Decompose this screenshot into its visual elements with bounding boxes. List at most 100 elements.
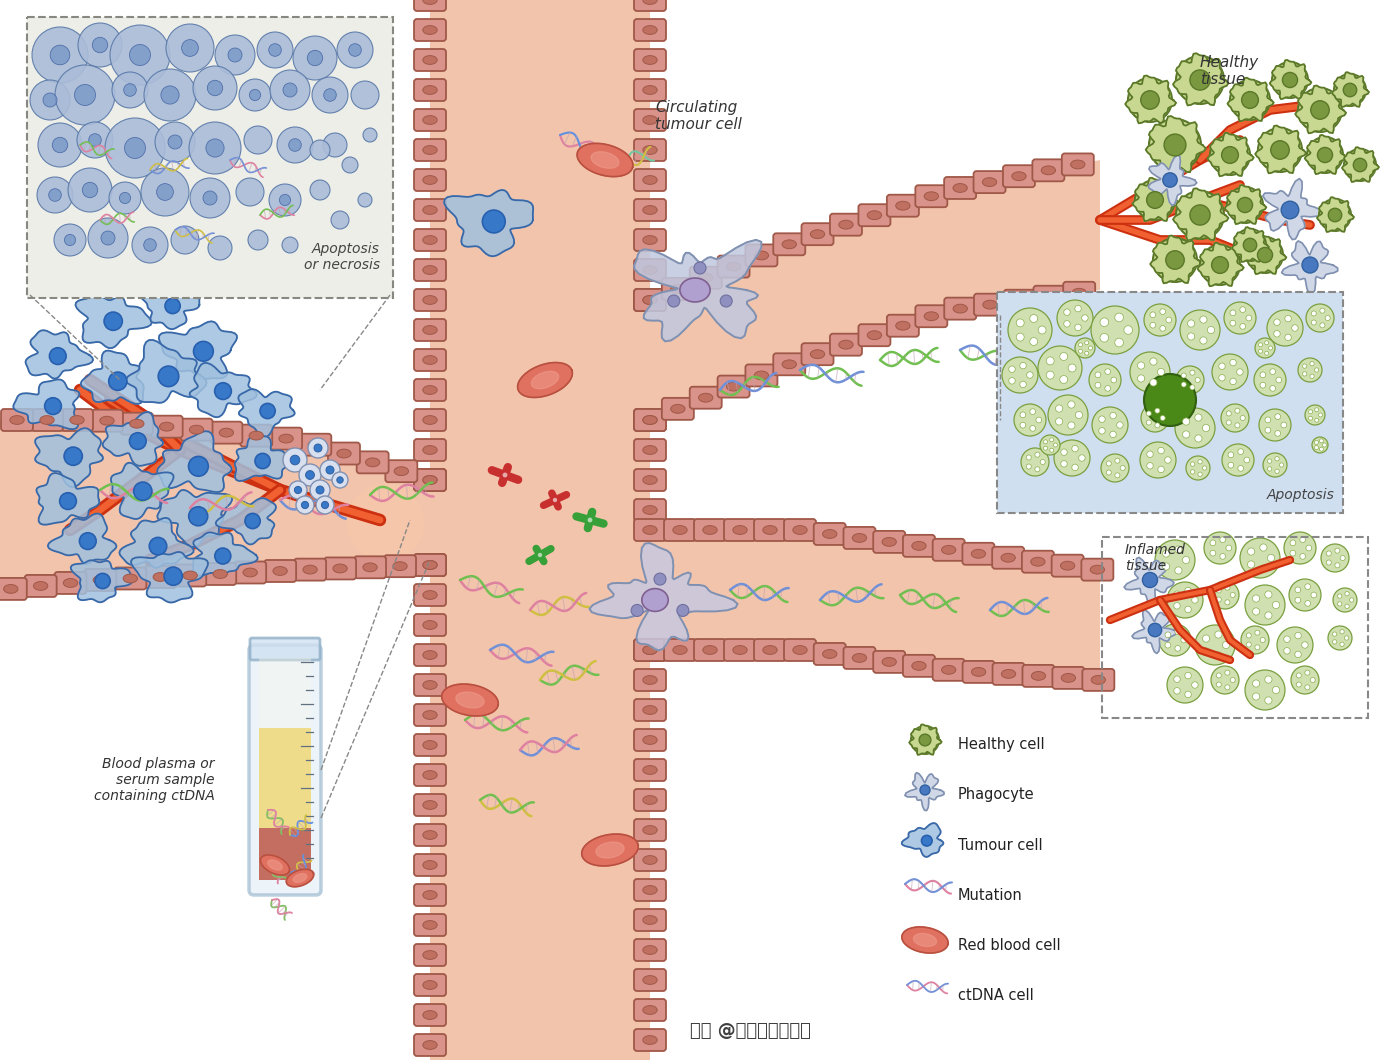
FancyBboxPatch shape — [887, 315, 919, 337]
Circle shape — [357, 193, 373, 207]
Ellipse shape — [248, 431, 264, 440]
Ellipse shape — [972, 668, 985, 676]
FancyBboxPatch shape — [843, 527, 875, 549]
FancyBboxPatch shape — [753, 639, 787, 661]
Circle shape — [1294, 597, 1301, 603]
Ellipse shape — [1042, 166, 1056, 175]
FancyBboxPatch shape — [802, 343, 834, 365]
Circle shape — [1239, 306, 1246, 313]
Circle shape — [1344, 149, 1376, 181]
FancyBboxPatch shape — [1032, 159, 1064, 181]
Polygon shape — [1332, 72, 1369, 107]
Circle shape — [1216, 588, 1221, 593]
Circle shape — [1027, 464, 1031, 469]
Ellipse shape — [983, 300, 998, 310]
Text: Tumour cell: Tumour cell — [958, 837, 1043, 852]
Ellipse shape — [671, 284, 684, 294]
Circle shape — [1050, 448, 1054, 453]
Ellipse shape — [422, 741, 437, 749]
FancyBboxPatch shape — [264, 560, 297, 582]
Ellipse shape — [422, 266, 437, 275]
Circle shape — [1225, 585, 1230, 590]
Polygon shape — [1173, 189, 1228, 241]
Circle shape — [1085, 351, 1089, 355]
FancyBboxPatch shape — [61, 409, 92, 431]
Circle shape — [1272, 687, 1279, 693]
Ellipse shape — [643, 206, 657, 214]
Circle shape — [342, 157, 357, 173]
Polygon shape — [235, 436, 290, 481]
FancyBboxPatch shape — [1003, 289, 1036, 312]
Circle shape — [1115, 473, 1121, 478]
FancyBboxPatch shape — [84, 569, 116, 591]
Circle shape — [1230, 320, 1235, 326]
Circle shape — [1180, 310, 1220, 350]
Circle shape — [299, 464, 322, 485]
Circle shape — [59, 493, 76, 510]
Circle shape — [1075, 324, 1082, 331]
Circle shape — [1234, 229, 1265, 261]
Circle shape — [257, 32, 293, 68]
Circle shape — [1259, 409, 1292, 441]
Polygon shape — [1296, 86, 1346, 134]
Circle shape — [112, 72, 148, 108]
Circle shape — [310, 180, 330, 200]
Circle shape — [1072, 445, 1078, 452]
Circle shape — [1181, 382, 1187, 387]
Polygon shape — [1263, 178, 1322, 240]
FancyBboxPatch shape — [414, 914, 446, 936]
Circle shape — [1144, 374, 1196, 426]
FancyBboxPatch shape — [414, 0, 446, 11]
Circle shape — [134, 482, 152, 500]
Ellipse shape — [1031, 671, 1046, 681]
Polygon shape — [909, 724, 941, 755]
Ellipse shape — [643, 296, 657, 304]
Circle shape — [1246, 633, 1252, 638]
Circle shape — [1150, 119, 1201, 171]
FancyBboxPatch shape — [829, 214, 862, 235]
Ellipse shape — [643, 266, 657, 275]
FancyBboxPatch shape — [633, 409, 667, 431]
Ellipse shape — [422, 445, 437, 455]
Circle shape — [310, 140, 330, 160]
Ellipse shape — [643, 445, 657, 455]
FancyBboxPatch shape — [235, 562, 266, 583]
Circle shape — [1294, 633, 1301, 639]
Ellipse shape — [422, 325, 437, 334]
Circle shape — [1354, 158, 1366, 172]
Text: Apoptosis
or necrosis: Apoptosis or necrosis — [304, 242, 380, 272]
Ellipse shape — [643, 765, 657, 775]
Circle shape — [55, 65, 115, 125]
FancyBboxPatch shape — [662, 398, 694, 420]
Polygon shape — [1256, 125, 1305, 173]
FancyBboxPatch shape — [259, 728, 310, 828]
FancyBboxPatch shape — [802, 224, 834, 245]
Circle shape — [1265, 417, 1271, 423]
Ellipse shape — [94, 576, 108, 584]
Circle shape — [1202, 424, 1210, 431]
Polygon shape — [1133, 178, 1179, 222]
Circle shape — [1174, 546, 1183, 553]
Circle shape — [1270, 386, 1275, 391]
Circle shape — [1259, 128, 1301, 172]
Circle shape — [1253, 595, 1260, 602]
Circle shape — [109, 182, 141, 214]
Circle shape — [1158, 466, 1165, 473]
Ellipse shape — [925, 192, 938, 200]
Circle shape — [1020, 412, 1025, 418]
Circle shape — [50, 348, 66, 365]
Circle shape — [1305, 545, 1311, 551]
Circle shape — [1061, 461, 1067, 467]
Circle shape — [1326, 551, 1332, 556]
Ellipse shape — [273, 567, 287, 576]
FancyBboxPatch shape — [874, 651, 905, 673]
FancyBboxPatch shape — [633, 109, 667, 131]
Polygon shape — [455, 692, 484, 708]
Circle shape — [1068, 401, 1075, 408]
Circle shape — [1267, 310, 1303, 346]
Circle shape — [1060, 375, 1068, 384]
FancyBboxPatch shape — [784, 639, 816, 661]
Circle shape — [1263, 453, 1288, 477]
Circle shape — [1035, 466, 1041, 472]
FancyBboxPatch shape — [633, 639, 667, 661]
